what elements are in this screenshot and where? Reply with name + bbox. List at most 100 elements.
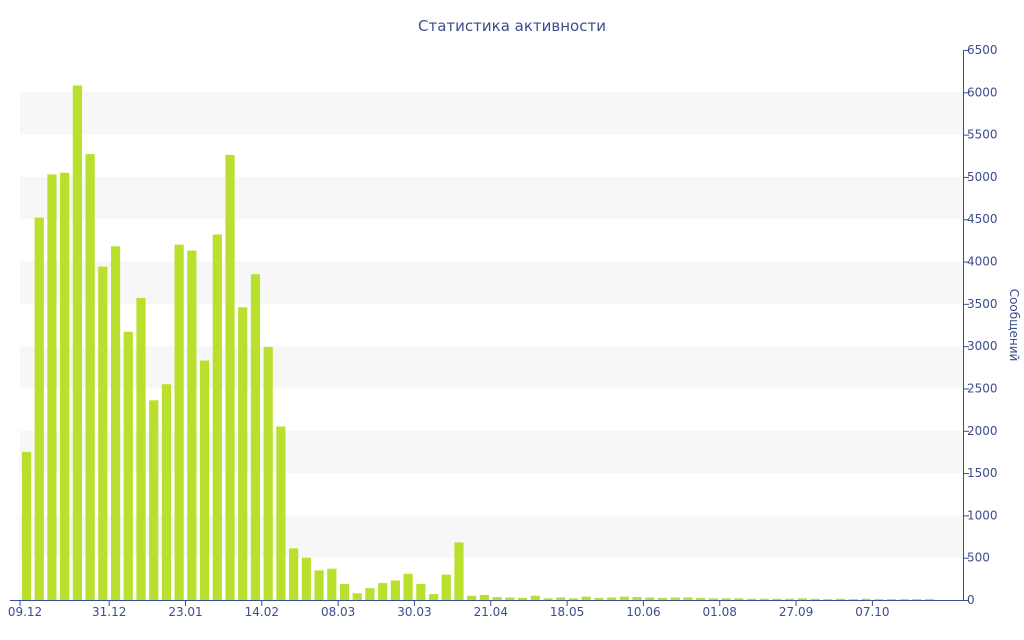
bar xyxy=(568,598,579,600)
bar xyxy=(98,266,108,600)
bar xyxy=(759,598,769,600)
bar xyxy=(874,599,884,600)
bar xyxy=(619,596,629,600)
bar xyxy=(632,597,642,600)
bar xyxy=(861,598,871,600)
bar xyxy=(657,597,668,600)
x-tick-label: 01.08 xyxy=(703,605,737,619)
y-tick-label: 6000 xyxy=(967,85,998,99)
bar xyxy=(161,384,172,600)
bar xyxy=(505,597,515,600)
bars xyxy=(21,85,935,601)
bar xyxy=(479,594,490,600)
bar xyxy=(823,599,833,600)
bar xyxy=(352,593,362,600)
bar xyxy=(85,154,95,600)
bar xyxy=(734,598,744,600)
bar xyxy=(47,174,57,600)
bar xyxy=(149,400,159,600)
bar xyxy=(454,542,464,600)
bar xyxy=(250,274,261,600)
bar xyxy=(696,597,706,600)
bar xyxy=(238,307,248,600)
bar xyxy=(263,347,273,600)
x-tick-label: 10.06 xyxy=(626,605,660,619)
bar xyxy=(34,217,44,601)
bar xyxy=(428,594,439,600)
bar xyxy=(772,598,782,600)
bar xyxy=(607,597,617,600)
bar xyxy=(403,573,413,600)
y-axis-ticks: 0 500 1000 1500 2000 2500 3000 3500 4000 4500 5000… xyxy=(963,43,998,607)
bar xyxy=(225,154,235,601)
bar xyxy=(365,588,375,600)
bar xyxy=(327,568,337,600)
y-tick-label: 6500 xyxy=(967,43,998,57)
bar xyxy=(645,597,655,600)
bar xyxy=(21,451,32,600)
y-axis-title: Сообщений xyxy=(1007,289,1021,362)
bar xyxy=(187,250,197,601)
bar xyxy=(785,598,795,600)
axes xyxy=(10,50,964,601)
y-tick-label: 5000 xyxy=(967,170,998,184)
bar xyxy=(530,595,540,600)
bar xyxy=(441,574,451,600)
grid-bands xyxy=(20,92,963,558)
bar xyxy=(174,244,184,600)
bar xyxy=(835,598,846,600)
bar xyxy=(543,598,553,600)
bar xyxy=(314,570,324,600)
grid-band xyxy=(20,430,963,474)
x-axis-ticks: 09.12 31.12 23.01 14.02 08.03 30.03 21.04 18.05… xyxy=(8,600,890,619)
bar xyxy=(301,557,311,600)
bar xyxy=(60,172,70,600)
bar xyxy=(492,597,502,600)
bar xyxy=(912,599,922,600)
x-tick-label: 09.12 xyxy=(8,605,42,619)
bar xyxy=(390,580,400,600)
y-tick-label: 0 xyxy=(967,593,975,607)
x-tick-label: 23.01 xyxy=(168,605,202,619)
bar xyxy=(810,598,820,600)
bar xyxy=(136,297,146,600)
grid-band xyxy=(20,92,963,135)
x-tick-label: 14.02 xyxy=(245,605,279,619)
bar xyxy=(416,583,426,600)
y-tick-label: 5500 xyxy=(967,128,998,142)
bar xyxy=(123,331,133,600)
y-tick-label: 1500 xyxy=(967,466,998,480)
bar xyxy=(721,598,731,600)
bar xyxy=(110,246,121,600)
y-tick-label: 3500 xyxy=(967,297,998,311)
x-tick-label: 31.12 xyxy=(92,605,126,619)
grid-band xyxy=(20,176,963,220)
y-tick-label: 4500 xyxy=(967,212,998,226)
bar xyxy=(517,597,528,600)
y-tick-label: 500 xyxy=(967,551,990,565)
bar xyxy=(339,583,350,600)
grid-band xyxy=(20,261,963,304)
bar xyxy=(556,597,566,600)
bar xyxy=(670,597,680,600)
bar xyxy=(886,599,897,600)
y-tick-label: 2000 xyxy=(967,424,998,438)
bar xyxy=(72,85,82,601)
bar xyxy=(276,426,286,600)
bar xyxy=(899,599,909,600)
bar xyxy=(683,597,693,600)
bar xyxy=(199,360,210,600)
bar xyxy=(467,595,477,600)
bar xyxy=(925,599,935,600)
y-tick-label: 2500 xyxy=(967,381,998,395)
x-tick-label: 08.03 xyxy=(321,605,355,619)
bar xyxy=(848,599,858,600)
bar xyxy=(746,598,757,600)
x-tick-label: 07.10 xyxy=(855,605,889,619)
grid-band xyxy=(20,346,963,389)
bar xyxy=(594,597,604,600)
x-tick-label: 21.04 xyxy=(474,605,508,619)
y-tick-label: 3000 xyxy=(967,339,998,353)
bar xyxy=(378,583,388,600)
